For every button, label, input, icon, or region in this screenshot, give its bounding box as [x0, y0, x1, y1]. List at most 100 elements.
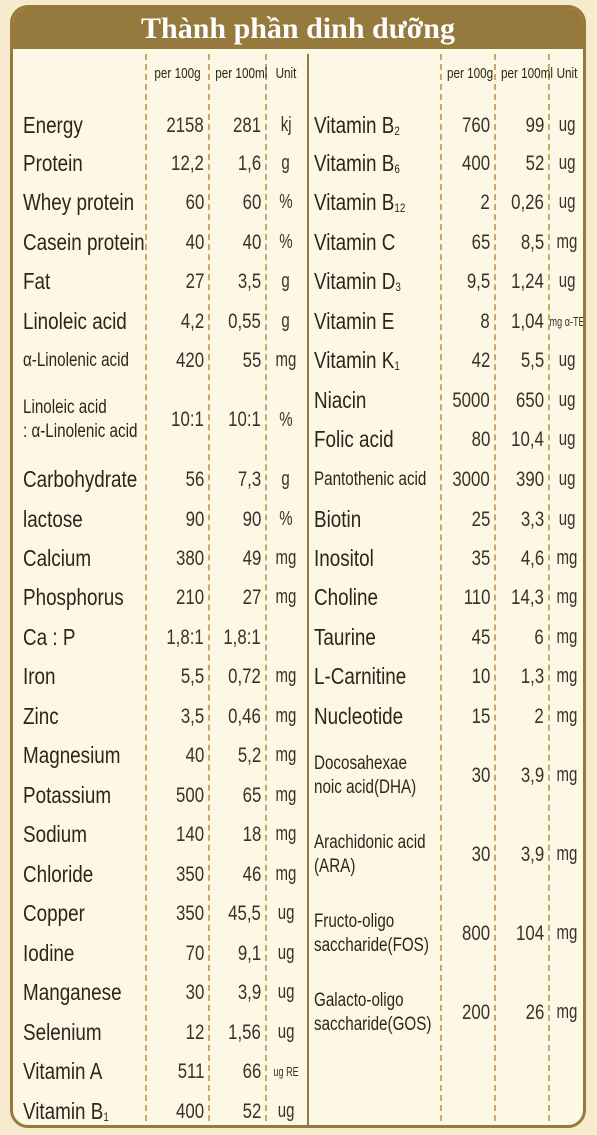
- value-unit-text: ug: [558, 270, 576, 292]
- nutrient-row: Carbohydrate 56 7,3 g: [13, 460, 308, 499]
- nutrient-name-label: Taurine: [314, 624, 376, 650]
- value-per-100ml: 18: [209, 815, 266, 854]
- nutrient-row: Vitamin B2 760 99 ug: [308, 106, 583, 145]
- nutrient-subscript: 1: [394, 359, 400, 373]
- value-unit-text: mg: [556, 586, 578, 608]
- nutrient-name-text: Carbohydrate: [23, 466, 137, 493]
- value-per-100g: 30: [441, 736, 495, 815]
- value-unit-text: mg: [556, 1001, 578, 1023]
- value-per-100ml: 45,5: [209, 894, 266, 933]
- nutrient-name: Iodine: [23, 934, 153, 973]
- nutrient-row: Casein protein 40 40%: [13, 223, 308, 262]
- nutrient-row: Ca : P 1,8:1 1,8:1: [13, 618, 308, 657]
- value-per-100ml: 10:1: [209, 381, 266, 459]
- left-header-unit: Unit: [275, 65, 297, 82]
- nutrient-name: Vitamin B2: [314, 106, 441, 145]
- nutrient-name-text: Calcium: [23, 545, 91, 572]
- nutrient-row: Energy 2158 281 kj: [13, 106, 308, 145]
- value-per-100ml: 8,5: [495, 223, 549, 262]
- nutrient-name-text: Whey protein: [23, 189, 134, 216]
- nutrient-row: Whey protein 60 60%: [13, 183, 308, 222]
- value-per-100ml-text: 3,5: [237, 269, 261, 293]
- right-column-line: [494, 54, 496, 1121]
- value-unit-text: ug: [277, 942, 295, 964]
- value-unit: mg: [549, 578, 583, 617]
- nutrient-name: Magnesium: [23, 736, 153, 775]
- value-per-100g-text: 5000: [452, 388, 490, 412]
- value-per-100ml-text: 0,72: [228, 664, 261, 688]
- nutrient-name: Linoleic acid: α-Linolenic acid: [23, 381, 153, 459]
- nutrient-name: Inositol: [314, 539, 441, 578]
- value-unit: ug: [549, 341, 583, 380]
- right-header-per-100ml: per 100ml: [500, 65, 553, 82]
- value-per-100ml: 1,6: [209, 144, 266, 183]
- value-per-100g: 9,5: [441, 262, 495, 301]
- value-per-100g: 3000: [441, 460, 495, 499]
- value-per-100g: 4,2: [146, 302, 209, 341]
- nutrient-name: Chloride: [23, 855, 153, 894]
- nutrient-row: Selenium 12 1,56 ug: [13, 1013, 308, 1052]
- nutrient-row: Protein 12,2 1,6 g: [13, 144, 308, 183]
- nutrient-name: Vitamin E: [314, 302, 441, 341]
- value-per-100ml: 5,2: [209, 736, 266, 775]
- value-per-100g: 40: [146, 736, 209, 775]
- nutrient-name-label: Vitamin E: [314, 308, 395, 334]
- nutrient-row: Arachidonic acid (ARA) 30 3,9 mg: [308, 815, 583, 894]
- nutrient-name: Copper: [23, 894, 153, 933]
- value-per-100ml: 1,04: [495, 302, 549, 341]
- value-per-100ml: 2: [495, 697, 549, 736]
- nutrient-name: Calcium: [23, 539, 153, 578]
- value-per-100g-text: 420: [175, 348, 204, 372]
- nutrient-name-label: Vitamin D: [314, 268, 396, 294]
- value-unit: ug: [549, 183, 583, 222]
- nutrient-name-label: L-Carnitine: [314, 663, 407, 689]
- value-per-100g: 12,2: [146, 144, 209, 183]
- value-unit-text: g: [281, 270, 291, 292]
- value-unit-text: g: [281, 152, 291, 174]
- value-per-100ml-text: 3,3: [520, 507, 544, 531]
- value-per-100g: 30: [441, 815, 495, 894]
- right-column-line: [440, 54, 442, 1121]
- value-unit: mg α-TE: [549, 302, 583, 341]
- nutrient-name: Pantothenic acid: [314, 460, 441, 499]
- nutrient-name-label: Fructo-oligo: [314, 910, 395, 932]
- nutrient-row: Docosahexae noic acid(DHA) 30 3,9 mg: [308, 736, 583, 815]
- value-per-100ml-text: 52: [242, 1099, 261, 1123]
- value-per-100ml: 1,3: [495, 657, 549, 696]
- nutrient-row: Calcium 380 49 mg: [13, 539, 308, 578]
- value-per-100g-text: 1,8:1: [166, 625, 204, 649]
- value-unit: mg: [549, 815, 583, 894]
- value-per-100g-text: 30: [471, 842, 490, 866]
- value-per-100g-text: 3000: [452, 467, 490, 491]
- value-unit: kj: [266, 106, 306, 145]
- nutrient-name-text: Choline: [314, 584, 378, 611]
- value-per-100ml-text: 10:1: [228, 408, 261, 431]
- value-per-100ml-text: 281: [232, 113, 261, 137]
- value-unit: mg: [266, 341, 306, 380]
- value-per-100ml-text: 650: [515, 388, 544, 412]
- nutrient-name-text: Docosahexae: [314, 752, 407, 776]
- nutrient-name: Docosahexae noic acid(DHA): [314, 736, 441, 815]
- value-per-100ml-text: 14,3: [511, 585, 544, 609]
- nutrient-row: Vitamin K1 42 5,5 ug: [308, 341, 583, 380]
- left-header-per-100g: per 100g: [154, 65, 201, 82]
- nutrient-name-text: Vitamin B1: [23, 1098, 109, 1125]
- nutrient-name-text: Inositol: [314, 545, 374, 572]
- value-unit-text: mg: [275, 586, 297, 608]
- nutrient-name-text: Vitamin K1: [314, 347, 400, 374]
- value-per-100ml: 46: [209, 855, 266, 894]
- nutrient-row: Inositol 35 4,6 mg: [308, 539, 583, 578]
- nutrient-row: Taurine 45 6 mg: [308, 618, 583, 657]
- value-per-100g: 800: [441, 894, 495, 973]
- value-per-100g-text: 42: [471, 348, 490, 372]
- value-per-100g: 2158: [146, 106, 209, 145]
- nutrient-row: Fat 27 3,5 g: [13, 262, 308, 301]
- nutrient-name-label: Vitamin B: [314, 150, 395, 176]
- value-per-100ml-text: 104: [515, 921, 544, 945]
- nutrient-name-label: Chloride: [23, 861, 94, 887]
- value-unit: ug: [266, 1092, 306, 1125]
- value-per-100ml-text: 26: [525, 1000, 544, 1024]
- value-per-100ml: 7,3: [209, 460, 266, 499]
- nutrient-name-line2: saccharide(GOS): [314, 1013, 432, 1035]
- nutrient-name-text: Iodine: [23, 940, 74, 967]
